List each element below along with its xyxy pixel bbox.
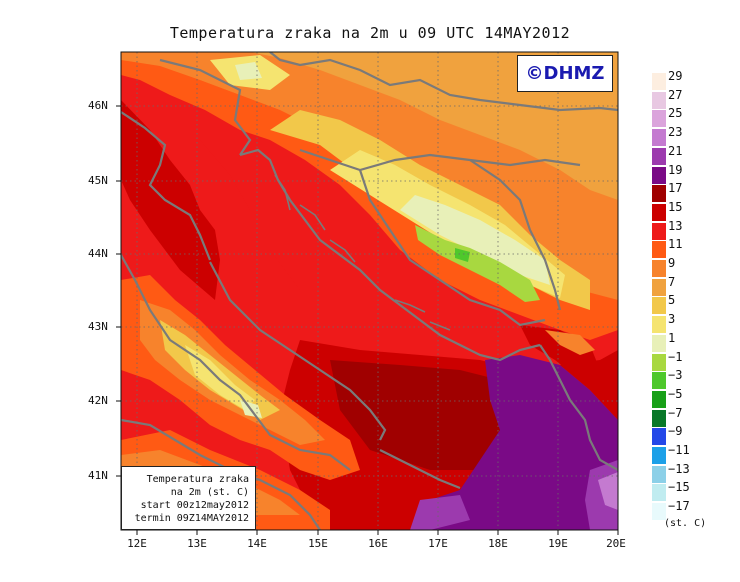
lon-label: 18E [488,537,508,550]
legend-label: 11 [668,237,683,252]
legend-label: −13 [668,461,690,476]
lon-label: 12E [127,537,147,550]
legend-label: 29 [668,69,683,83]
lat-label: 44N [88,247,108,260]
map-title: Temperatura zraka na 2m u 09 UTC 14MAY20… [169,24,571,42]
lat-label: 43N [88,320,108,333]
dhmz-logo: ©DHMZ [517,55,613,92]
coastlines-borders [121,52,618,530]
legend-label: 23 [668,125,683,140]
legend-label: 19 [668,162,683,177]
info-line: start 00z12may2012 [140,500,249,511]
legend-label: 7 [668,274,676,289]
legend-swatch [652,222,666,240]
lon-label: 17E [428,537,448,550]
forecast-info-box: Temperatura zraka na 2m (st. C) start 00… [121,466,256,530]
lat-label: 46N [88,99,108,112]
legend-swatch [652,428,666,446]
legend-swatch [652,203,666,221]
legend-swatch [652,260,666,277]
islands [274,174,451,331]
legend-label: −11 [668,443,690,457]
legend-swatch [652,465,666,483]
legend-swatch [652,334,666,352]
legend-swatch [652,110,666,128]
legend-swatch [652,353,666,371]
lat-label: 41N [88,469,108,482]
legend-unit: (st. C) [664,518,707,529]
legend-label: 25 [668,106,683,121]
axis-ticks [116,105,619,535]
legend-swatch [652,147,666,165]
legend-swatch [652,503,666,521]
legend-swatch [652,73,666,90]
legend-swatch [652,166,666,184]
legend-swatch [652,484,666,502]
legend-label: 15 [668,199,683,214]
legend-swatch [652,372,666,390]
lon-label: 20E [606,537,626,550]
legend-label: −7 [668,405,683,420]
legend-label: 21 [668,143,683,158]
legend-label: −15 [668,480,690,495]
lat-label: 45N [88,174,108,187]
legend-swatch [652,447,666,464]
legend-swatch [652,129,666,147]
info-line: Temperatura zraka [146,474,249,485]
map-frame [120,51,619,531]
lon-label: 19E [548,537,568,550]
temperature-field [121,52,618,530]
info-line: na 2m (st. C) [170,487,249,498]
legend-label: 9 [668,256,676,270]
legend-label: −9 [668,424,683,439]
lat-label: 42N [88,394,108,407]
legend-swatch [652,185,666,203]
lon-label: 14E [247,537,267,550]
legend-label: −5 [668,386,683,401]
legend-label: 5 [668,293,676,308]
legend-swatch [652,241,666,259]
legend-swatch [652,316,666,334]
legend-swatch [652,278,666,296]
lat-lon-grid [121,52,618,530]
legend-swatch [652,390,666,408]
info-line: termin 09Z14MAY2012 [134,513,249,524]
legend-label: −3 [668,368,683,383]
lon-label: 16E [368,537,388,550]
legend-label: −1 [668,349,683,364]
legend-label: 13 [668,218,683,233]
legend-label: 3 [668,312,676,327]
legend-swatch [652,91,666,109]
legend-swatch [652,409,666,427]
legend-label: 27 [668,87,683,102]
lon-label: 15E [308,537,328,550]
legend-label: −17 [668,499,690,514]
legend-label: 1 [668,330,676,345]
legend-label: 17 [668,181,683,196]
legend-swatch [652,297,666,315]
lon-label: 13E [187,537,207,550]
